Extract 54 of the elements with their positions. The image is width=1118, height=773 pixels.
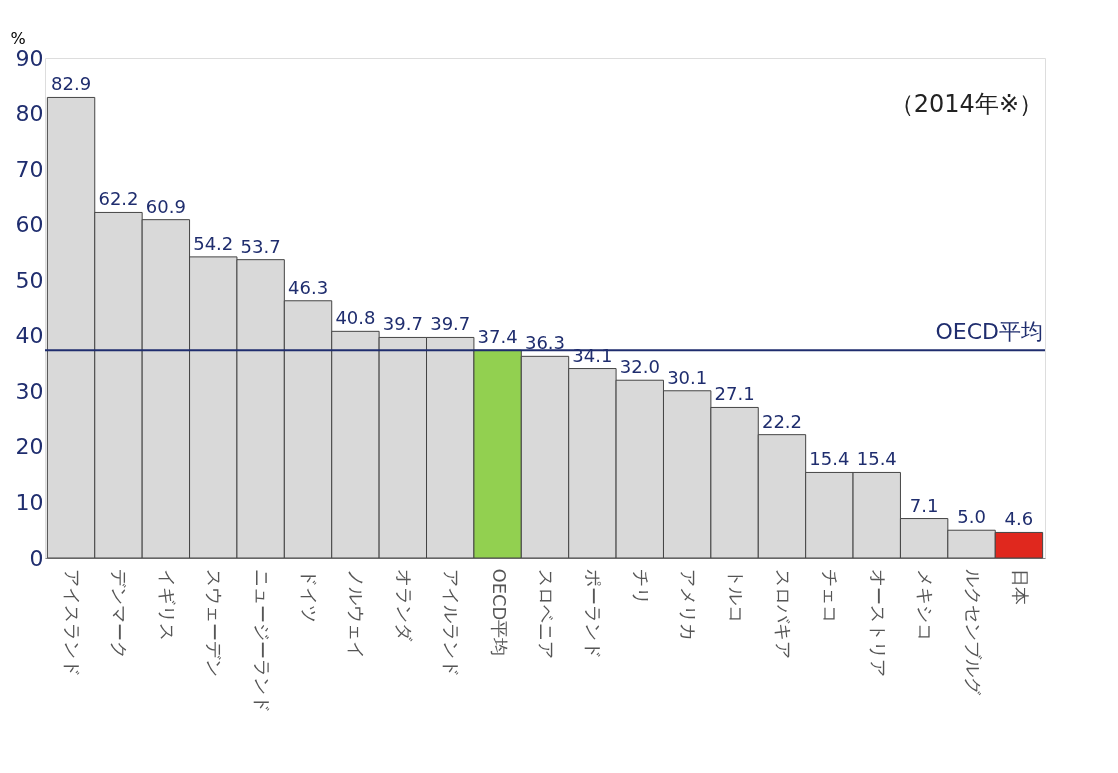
y-axis-title: % bbox=[10, 28, 26, 48]
data-label: 53.7 bbox=[240, 235, 281, 257]
ref-line-label: OECD平均 bbox=[935, 319, 1043, 345]
y-tick-label: 10 bbox=[15, 489, 44, 515]
x-tick-label: ポーランド bbox=[583, 568, 605, 659]
x-tick-label: イギリス bbox=[156, 568, 178, 641]
data-label: 36.3 bbox=[524, 332, 566, 354]
data-label: 4.6 bbox=[1004, 508, 1034, 530]
x-tick-label: ドイツ bbox=[299, 568, 321, 623]
data-label: 60.9 bbox=[145, 195, 186, 217]
x-tick-label: チェコ bbox=[820, 568, 842, 623]
data-label: 30.1 bbox=[667, 366, 708, 388]
x-tick-label: オランダ bbox=[393, 568, 415, 642]
x-tick-label: スロベニア bbox=[536, 568, 557, 659]
x-tick-label: 日本 bbox=[1009, 568, 1031, 605]
x-tick-label: オーストリア bbox=[867, 568, 889, 677]
x-tick-label: アイルランド bbox=[441, 568, 463, 677]
data-label: 46.3 bbox=[287, 276, 329, 298]
y-tick-label: 30 bbox=[15, 378, 44, 404]
data-label: 82.9 bbox=[51, 73, 92, 95]
x-tick-label: デンマーク bbox=[109, 568, 131, 659]
data-label: 15.4 bbox=[809, 448, 850, 470]
data-label: 7.1 bbox=[909, 494, 939, 516]
data-label: 15.4 bbox=[856, 448, 897, 470]
x-tick-label: ニュージーランド bbox=[251, 568, 273, 713]
x-tick-label: OECD平均 bbox=[488, 568, 510, 657]
x-tick-label: スウェーデン bbox=[204, 568, 226, 677]
x-tick-label: アイスランド bbox=[62, 568, 84, 677]
x-tick-label: スロバキア bbox=[772, 568, 794, 659]
data-label: 32.0 bbox=[619, 356, 660, 378]
x-tick-label: トルコ bbox=[725, 568, 747, 623]
y-tick-label: 40 bbox=[15, 323, 44, 349]
data-label: 54.2 bbox=[193, 232, 234, 254]
data-label: 39.7 bbox=[430, 313, 471, 335]
x-tick-label: アメリカ bbox=[678, 568, 700, 641]
data-label: 62.2 bbox=[98, 188, 139, 210]
y-tick-label: 90 bbox=[15, 45, 44, 71]
data-label: 27.1 bbox=[714, 383, 755, 405]
y-tick-label: 0 bbox=[29, 545, 44, 571]
data-label: 39.7 bbox=[382, 313, 423, 335]
data-label: 22.2 bbox=[761, 410, 803, 432]
data-label: 5.0 bbox=[957, 506, 986, 528]
x-tick-label: ルクセンブルグ bbox=[962, 568, 984, 696]
x-tick-label: ノルウェイ bbox=[346, 568, 368, 659]
y-tick-label: 80 bbox=[15, 101, 44, 127]
y-tick-label: 50 bbox=[15, 267, 44, 293]
x-tick-label: メキシコ bbox=[915, 568, 937, 641]
x-tick-label: チリ bbox=[630, 568, 652, 605]
y-tick-label: 20 bbox=[15, 434, 44, 460]
data-label: 37.4 bbox=[477, 326, 518, 348]
data-label: 40.8 bbox=[335, 307, 376, 329]
y-tick-label: 70 bbox=[15, 156, 44, 182]
y-tick-label: 60 bbox=[15, 212, 44, 238]
annotation: （2014年※） bbox=[889, 90, 1043, 118]
